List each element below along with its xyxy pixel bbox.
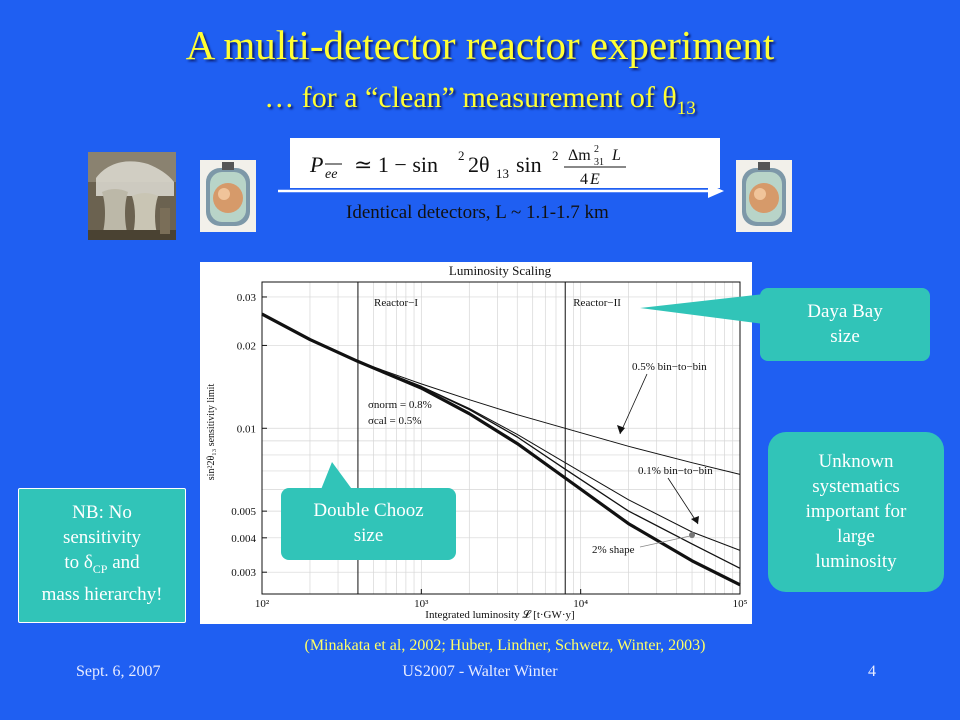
annotation-bin05: 0.5% bin−to−bin	[632, 361, 707, 373]
x-tick-label: 10³	[414, 598, 429, 610]
detector-icon-near	[200, 160, 256, 232]
svg-text:E: E	[589, 171, 600, 188]
nb-line2: sensitivity	[62, 527, 142, 548]
x-tick-label: 10²	[255, 598, 270, 610]
footer-author: US2007 - Walter Winter	[402, 663, 558, 680]
svg-text:≃ 1 − sin: ≃ 1 − sin	[354, 152, 438, 177]
chart-title: Luminosity Scaling	[449, 263, 552, 278]
svg-text:2θ: 2θ	[468, 152, 490, 177]
nb-line4: mass hierarchy!	[41, 583, 163, 605]
svg-text:2: 2	[552, 148, 559, 163]
unknown-line: systematics	[812, 476, 900, 497]
annotation-shape2: 2% shape	[592, 544, 635, 556]
cooling-towers-photo	[88, 152, 176, 240]
svg-text:4: 4	[580, 171, 588, 188]
slide-title: A multi-detector reactor experiment	[185, 22, 775, 68]
dc-line1: Double Chooz	[313, 500, 424, 521]
svg-text:ee: ee	[325, 167, 337, 182]
annotation-sigma-norm: σnorm = 0.8%	[368, 399, 432, 411]
subtitle-subscript: 13	[676, 98, 696, 119]
region-label: Reactor−I	[374, 297, 418, 309]
chart-ylabel: sin²2θ₁₃ sensitivity limit	[206, 384, 217, 481]
chart-ticks: 10² 10³ 10⁴ 10⁵ 0.03 0.02 0.01 0.005 0.004 0.003	[231, 292, 747, 610]
chart-grid	[261, 282, 741, 594]
svg-text:Δm: Δm	[568, 147, 591, 164]
region-label: Reactor−II	[573, 297, 621, 309]
daya-callout-pointer	[640, 294, 764, 324]
slide-subtitle: … for a “clean” measurement of θ13	[0, 80, 960, 127]
svg-text:2: 2	[594, 144, 599, 155]
y-tick-label: 0.01	[237, 423, 256, 435]
svg-text:P: P	[309, 152, 323, 177]
luminosity-scaling-chart: Luminosity Scaling Reactor−I Reactor−II 1…	[200, 262, 752, 624]
y-tick-label: 0.003	[231, 567, 256, 579]
chart-xlabel: Integrated luminosity 𝓛 [t·GW·y]	[425, 608, 574, 621]
dc-line2: size	[353, 525, 384, 546]
y-tick-label: 0.004	[231, 533, 256, 545]
daya-line1: Daya Bay	[807, 301, 883, 322]
arrow-right-icon	[278, 184, 724, 198]
unknown-systematics-callout: Unknown systematics important for large …	[768, 432, 944, 592]
svg-text:2: 2	[458, 148, 465, 163]
reference-citation: (Minakata et al, 2002; Huber, Lindner, S…	[304, 637, 706, 654]
detector-caption: Identical detectors, L ~ 1.1-1.7 km	[346, 202, 609, 223]
daya-line2: size	[830, 326, 860, 347]
svg-text:31: 31	[594, 157, 604, 168]
detector-icon-far	[736, 160, 792, 232]
nb-callout: NB: No sensitivity to δCP and mass hiera…	[18, 488, 186, 623]
chart-frame	[261, 281, 741, 595]
x-tick-label: 10⁴	[573, 598, 588, 610]
daya-bay-callout: Daya Bay size	[760, 288, 930, 361]
y-tick-label: 0.005	[231, 506, 256, 518]
unknown-line: luminosity	[815, 551, 897, 572]
footer-date: Sept. 6, 2007	[76, 663, 161, 680]
nb-line1: NB: No	[72, 502, 132, 523]
subtitle-text: … for a “clean” measurement of θ	[264, 81, 677, 114]
svg-text:sin: sin	[516, 152, 542, 177]
x-tick-label: 10⁵	[733, 598, 748, 610]
oscillation-formula: P ee ≃ 1 − sin 2 2θ 13 sin 2 Δm 2 31 L 4…	[290, 138, 720, 188]
double-chooz-callout: Double Chooz size	[281, 488, 456, 560]
annotation-bin01: 0.1% bin−to−bin	[638, 465, 713, 477]
y-tick-label: 0.03	[237, 292, 257, 304]
annotation-sigma-cal: σcal = 0.5%	[368, 415, 421, 427]
footer-page-number: 4	[868, 663, 876, 680]
nb-line3: to δCP and	[64, 552, 140, 576]
unknown-line: Unknown	[818, 451, 894, 472]
y-tick-label: 0.02	[237, 340, 256, 352]
unknown-line: large	[837, 526, 875, 547]
svg-text:13: 13	[496, 166, 509, 181]
unknown-line: important for	[805, 501, 907, 522]
dc-callout-pointer	[320, 462, 354, 492]
svg-text:L: L	[611, 147, 621, 164]
